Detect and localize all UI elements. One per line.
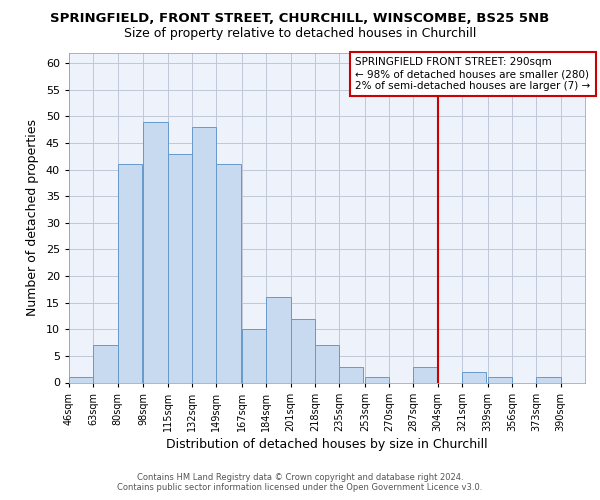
Y-axis label: Number of detached properties: Number of detached properties [26, 119, 39, 316]
Bar [118, 164, 142, 382]
Bar [242, 330, 266, 382]
Bar [290, 318, 315, 382]
Bar [93, 345, 118, 383]
Bar [413, 366, 438, 382]
X-axis label: Distribution of detached houses by size in Churchill: Distribution of detached houses by size … [166, 438, 488, 451]
Text: Contains HM Land Registry data © Crown copyright and database right 2024.
Contai: Contains HM Land Registry data © Crown c… [118, 473, 482, 492]
Bar [167, 154, 192, 382]
Text: SPRINGFIELD, FRONT STREET, CHURCHILL, WINSCOMBE, BS25 5NB: SPRINGFIELD, FRONT STREET, CHURCHILL, WI… [50, 12, 550, 26]
Bar [315, 345, 339, 383]
Text: SPRINGFIELD FRONT STREET: 290sqm
← 98% of detached houses are smaller (280)
2% o: SPRINGFIELD FRONT STREET: 290sqm ← 98% o… [355, 58, 590, 90]
Bar [536, 377, 561, 382]
Bar [69, 377, 93, 382]
Bar [192, 127, 216, 382]
Bar [488, 377, 512, 382]
Bar [339, 366, 364, 382]
Bar [216, 164, 241, 382]
Bar [462, 372, 487, 382]
Bar [143, 122, 167, 382]
Text: Size of property relative to detached houses in Churchill: Size of property relative to detached ho… [124, 28, 476, 40]
Bar [365, 377, 389, 382]
Bar [266, 298, 290, 382]
